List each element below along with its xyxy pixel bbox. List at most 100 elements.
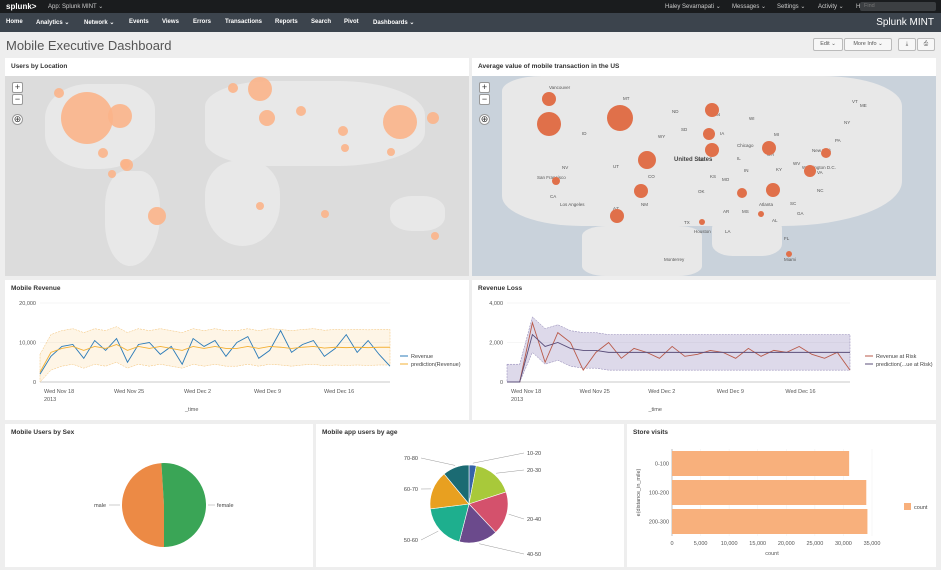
city-label: Houston bbox=[694, 229, 711, 234]
app-menu[interactable]: App: Splunk MINT ⌄ bbox=[48, 4, 104, 10]
city-label: Atlanta bbox=[759, 202, 774, 207]
city-label: ID bbox=[582, 131, 587, 136]
zoom-in-button[interactable]: + bbox=[12, 82, 23, 93]
location-bubble bbox=[98, 148, 108, 158]
users-by-location-panel: Users by Location + − ⊕ bbox=[5, 58, 469, 276]
city-label: UT bbox=[613, 164, 619, 169]
city-label: AZ bbox=[613, 206, 619, 211]
confidence-band bbox=[39, 326, 391, 383]
pie-leader bbox=[420, 530, 439, 541]
transaction-bubble bbox=[705, 143, 719, 157]
x-tick-label: 20,000 bbox=[778, 541, 795, 547]
x-tick-label: Wed Dec 9 bbox=[254, 389, 281, 395]
city-label: MI bbox=[774, 132, 779, 137]
splunk-logo[interactable]: splunk> bbox=[6, 2, 37, 11]
activity-menu[interactable]: Activity ⌄ bbox=[818, 4, 844, 10]
zoom-out-button[interactable]: − bbox=[12, 94, 23, 105]
city-label: San Francisco bbox=[537, 175, 566, 180]
top-bar: splunk> App: Splunk MINT ⌄ Haley Sevarna… bbox=[0, 0, 941, 13]
pie-label: 50-60 bbox=[404, 538, 418, 544]
city-label: AR bbox=[723, 209, 730, 214]
pie-label: 40-50 bbox=[527, 552, 541, 558]
city-label: Monterrey bbox=[664, 257, 685, 262]
city-label: KY bbox=[776, 167, 783, 172]
messages-menu[interactable]: Messages ⌄ bbox=[732, 4, 767, 10]
nav-pivot[interactable]: Pivot bbox=[344, 19, 359, 25]
transaction-bubble bbox=[821, 148, 831, 158]
pie-label: 60-70 bbox=[404, 487, 418, 493]
more-info-button[interactable]: More Info ⌄ bbox=[844, 38, 892, 51]
x-tick-label: 10,000 bbox=[721, 541, 738, 547]
panel-title: Store visits bbox=[633, 429, 669, 436]
city-label: MO bbox=[722, 177, 730, 182]
x-tick-label: Wed Dec 2 bbox=[184, 389, 211, 395]
pie-leader bbox=[420, 457, 456, 466]
nav-analytics[interactable]: Analytics ⌄ bbox=[36, 20, 70, 26]
legend-label: Revenue at Risk bbox=[876, 354, 917, 360]
revenue-loss-panel: Revenue Loss 0 2,000 4,000 Wed Nov 18 Wed No… bbox=[472, 280, 936, 420]
city-label: FL bbox=[784, 236, 790, 241]
nav-views[interactable]: Views bbox=[162, 19, 179, 25]
nav-transactions[interactable]: Transactions bbox=[225, 19, 263, 25]
legend-label: prediction(...ue at Risk) bbox=[876, 362, 933, 368]
city-label: Chicago bbox=[737, 143, 754, 148]
nav-reports[interactable]: Reports bbox=[275, 19, 298, 25]
city-label: TX bbox=[684, 220, 690, 225]
legend-label: prediction(Revenue) bbox=[411, 362, 461, 368]
land-africa bbox=[205, 161, 280, 246]
pie-label: 20-30 bbox=[527, 468, 541, 474]
x-tick-label: 5,000 bbox=[694, 541, 708, 547]
mobile-revenue-chart: 0 10,000 20,000 Wed Nov 18 Wed Nov 25 Wed Dec… bbox=[19, 301, 461, 413]
pie-label: male bbox=[94, 503, 106, 509]
transaction-bubble bbox=[758, 211, 764, 217]
series-line-1 bbox=[507, 333, 850, 383]
city-label: ME bbox=[860, 103, 867, 108]
zoom-in-button[interactable]: + bbox=[479, 82, 490, 93]
locate-button[interactable]: ⊕ bbox=[479, 114, 490, 125]
print-button[interactable]: ⎙ bbox=[917, 38, 935, 51]
find-input[interactable] bbox=[860, 2, 936, 11]
nav-errors[interactable]: Errors bbox=[193, 19, 212, 25]
us-map[interactable]: + − ⊕ Vancouver San Francisco Los Angeles U… bbox=[472, 76, 936, 276]
x-tick-label: Wed Dec 9 bbox=[717, 389, 744, 395]
panel-title: Mobile Users by Sex bbox=[11, 429, 75, 436]
city-label: Los Angeles bbox=[560, 202, 585, 207]
panel-title: Mobile app users by age bbox=[322, 429, 398, 436]
pie-leader bbox=[508, 513, 525, 520]
y-tick-label: 0 bbox=[33, 380, 36, 386]
city-label: Miami bbox=[784, 257, 796, 262]
nav-events[interactable]: Events bbox=[129, 19, 149, 25]
city-label: Vancouver bbox=[549, 85, 571, 90]
transaction-bubble bbox=[537, 112, 561, 136]
app-brand: Splunk MINT bbox=[876, 17, 934, 28]
location-bubble bbox=[338, 126, 348, 136]
nav-network[interactable]: Network ⌄ bbox=[84, 20, 115, 26]
nav-dashboards[interactable]: Dashboards ⌄ bbox=[373, 20, 415, 26]
edit-button[interactable]: Edit ⌄ bbox=[813, 38, 843, 51]
pie-label: 10-20 bbox=[527, 451, 541, 457]
series-line-1 bbox=[39, 343, 390, 373]
location-bubble bbox=[341, 144, 349, 152]
nav-home[interactable]: Home bbox=[6, 19, 23, 25]
y-tick-label: 20,000 bbox=[19, 301, 36, 307]
location-bubble bbox=[387, 148, 395, 156]
city-label: SD bbox=[681, 127, 688, 132]
locate-button[interactable]: ⊕ bbox=[12, 114, 23, 125]
export-button[interactable]: ⤓ bbox=[898, 38, 916, 51]
transaction-bubble bbox=[786, 251, 792, 257]
settings-menu[interactable]: Settings ⌄ bbox=[777, 4, 806, 10]
location-bubble bbox=[61, 92, 113, 144]
nav-search[interactable]: Search bbox=[311, 19, 332, 25]
location-bubble bbox=[148, 207, 166, 225]
user-menu[interactable]: Haley Sevarnapati ⌄ bbox=[665, 4, 721, 10]
world-map[interactable]: + − ⊕ bbox=[5, 76, 469, 276]
pie-leader bbox=[479, 543, 525, 555]
city-label: IA bbox=[720, 131, 725, 136]
zoom-out-button[interactable]: − bbox=[479, 94, 490, 105]
transaction-bubble bbox=[804, 165, 816, 177]
legend-label: count bbox=[914, 505, 928, 511]
series-line-0 bbox=[39, 329, 391, 375]
pie-leader bbox=[472, 452, 525, 464]
x-tick-label: 30,000 bbox=[835, 541, 852, 547]
city-label: WV bbox=[793, 161, 801, 166]
